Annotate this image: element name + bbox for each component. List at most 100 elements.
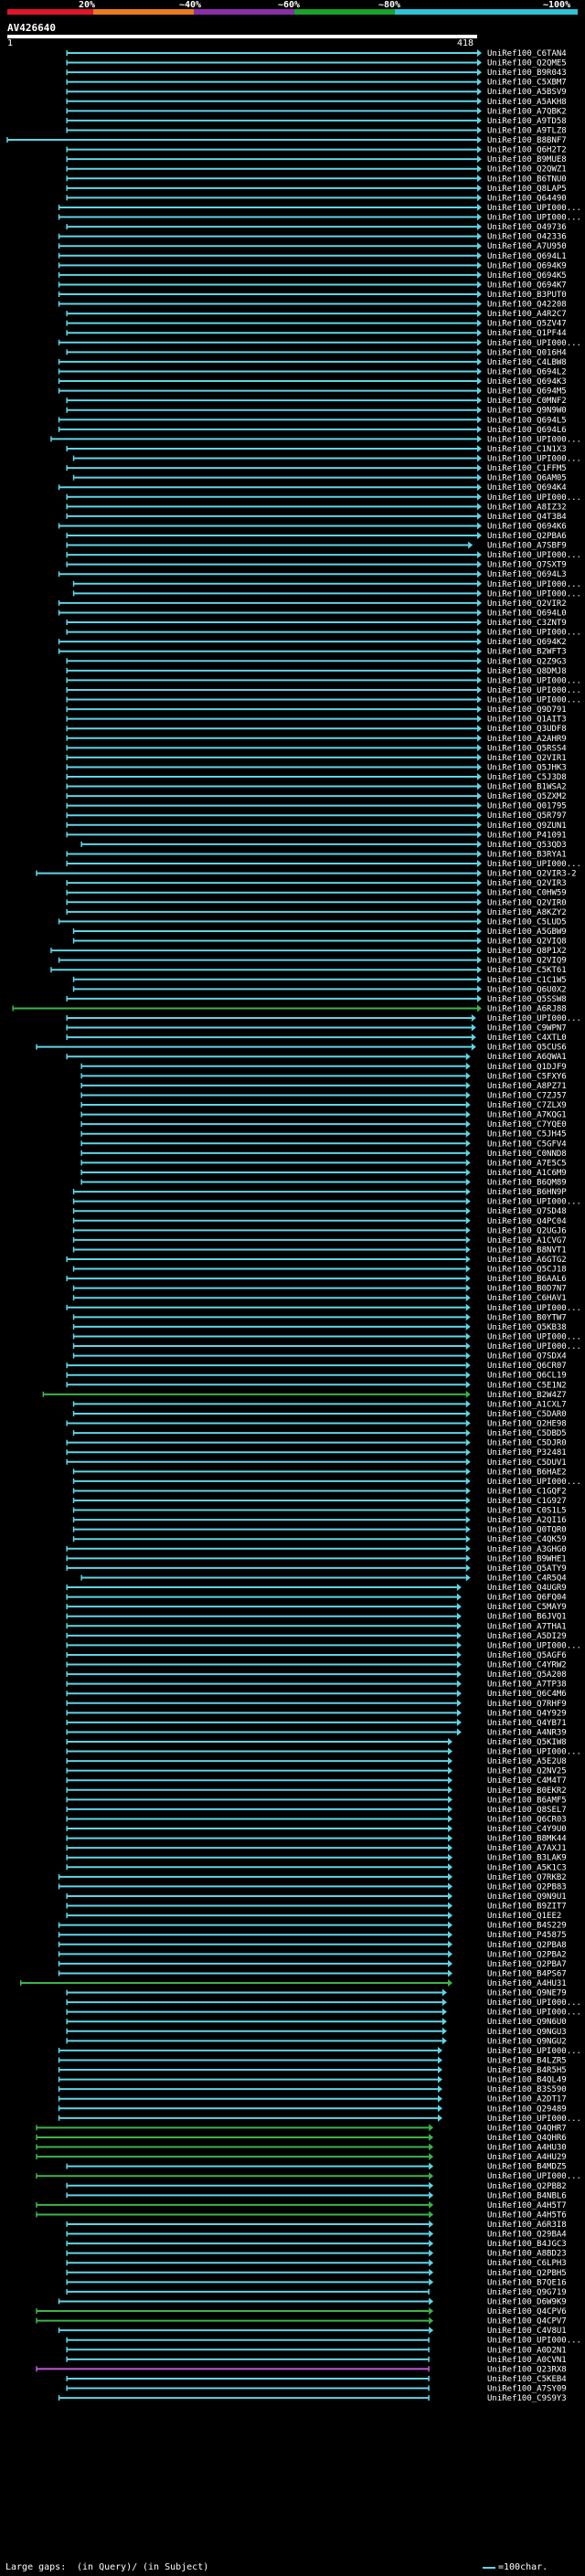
hit-row[interactable]: UniRef100_Q5AGF6 — [66, 1650, 567, 1660]
hit-row[interactable]: UniRef100_Q9G719 — [66, 2288, 567, 2297]
hit-row[interactable]: UniRef100_A7SY09 — [66, 2385, 567, 2394]
hit-label[interactable]: UniRef100_A2AHR9 — [487, 735, 567, 744]
hit-row[interactable]: UniRef100_UPI000... — [72, 1342, 581, 1352]
hit-label[interactable]: UniRef100_C5FXY6 — [487, 1072, 567, 1081]
hit-label[interactable]: UniRef100_Q4PC04 — [487, 1217, 567, 1226]
hit-row[interactable]: UniRef100_A0CVN1 — [66, 2356, 567, 2365]
hit-row[interactable]: UniRef100_UPI000... — [72, 1332, 581, 1341]
hit-label[interactable]: UniRef100_B4S229 — [487, 1922, 567, 1931]
hit-label[interactable]: UniRef100_C5DAR0 — [487, 1410, 567, 1419]
hit-label[interactable]: UniRef100_B4PS67 — [487, 1969, 567, 1978]
hit-label[interactable]: UniRef100_C5KEB4 — [487, 2375, 567, 2384]
hit-label[interactable]: UniRef100_C5LUD5 — [487, 917, 567, 927]
hit-label[interactable]: UniRef100_Q2PB83 — [487, 1882, 567, 1892]
hit-row[interactable]: UniRef100_A7SBF9 — [66, 541, 567, 551]
hit-label[interactable]: UniRef100_P32481 — [487, 1448, 567, 1458]
hit-label[interactable]: UniRef100_Q42208 — [487, 301, 567, 310]
hit-row[interactable]: UniRef100_Q2QWZ1 — [66, 164, 567, 175]
hit-row[interactable]: UniRef100_UPI000... — [66, 551, 581, 560]
hit-row[interactable]: UniRef100_B2WFT3 — [58, 647, 567, 657]
hit-row[interactable]: UniRef100_Q2PBA8 — [58, 1940, 567, 1950]
hit-row[interactable]: UniRef100_Q6CR07 — [66, 1362, 567, 1371]
hit-row[interactable]: UniRef100_Q694L3 — [58, 570, 567, 579]
hit-label[interactable]: UniRef100_A6R3I8 — [487, 2221, 567, 2230]
hit-label[interactable]: UniRef100_UPI000... — [487, 580, 581, 589]
hit-row[interactable]: UniRef100_Q016H4 — [66, 348, 567, 357]
hit-label[interactable]: UniRef100_Q6CR07 — [487, 1362, 567, 1371]
hit-label[interactable]: UniRef100_Q7RHF9 — [487, 1700, 567, 1709]
hit-label[interactable]: UniRef100_C5DJR0 — [487, 1439, 567, 1448]
hit-label[interactable]: UniRef100_Q694L5 — [487, 416, 567, 425]
hit-row[interactable]: UniRef100_A6GTG2 — [66, 1256, 567, 1265]
hit-row[interactable]: UniRef100_Q2QME5 — [66, 58, 567, 69]
hit-label[interactable]: UniRef100_UPI000... — [487, 2115, 581, 2124]
hit-label[interactable]: UniRef100_B9MUE8 — [487, 155, 567, 164]
hit-label[interactable]: UniRef100_A1CXL7 — [487, 1400, 567, 1409]
hit-row[interactable]: UniRef100_C5XBM7 — [66, 78, 567, 88]
hit-label[interactable]: UniRef100_A4H5T7 — [487, 2201, 567, 2210]
hit-row[interactable]: UniRef100_B4S229 — [58, 1921, 567, 1931]
hit-label[interactable]: UniRef100_Q694L6 — [487, 426, 567, 435]
hit-row[interactable]: UniRef100_Q5R797 — [66, 811, 567, 821]
hit-row[interactable]: UniRef100_B6HAE2 — [72, 1468, 567, 1477]
hit-row[interactable]: UniRef100_C0HW59 — [66, 888, 567, 898]
hit-row[interactable]: UniRef100_C0NND8 — [80, 1149, 567, 1159]
hit-row[interactable]: UniRef100_Q2VIR0 — [66, 898, 567, 907]
hit-row[interactable]: UniRef100_B4QL49 — [58, 2075, 567, 2085]
hit-label[interactable]: UniRef100_C5GFV4 — [487, 1140, 567, 1149]
hit-label[interactable]: UniRef100_C7YQE0 — [487, 1120, 567, 1129]
hit-row[interactable]: UniRef100_B0YTW7 — [72, 1313, 567, 1322]
hit-row[interactable]: UniRef100_B4NBL6 — [66, 2191, 567, 2200]
hit-label[interactable]: UniRef100_Q3UDF8 — [487, 725, 567, 734]
hit-row[interactable]: UniRef100_B2W4Z7 — [42, 1390, 567, 1400]
hit-label[interactable]: UniRef100_Q8P1X2 — [487, 947, 567, 956]
hit-label[interactable]: UniRef100_A4NR39 — [487, 1728, 567, 1737]
hit-row[interactable]: UniRef100_UPI000... — [72, 589, 581, 599]
hit-label[interactable]: UniRef100_UPI000... — [487, 493, 581, 503]
hit-label[interactable]: UniRef100_Q694K2 — [487, 638, 567, 647]
hit-label[interactable]: UniRef100_UPI000... — [487, 686, 581, 695]
hit-label[interactable]: UniRef100_Q5ZXM2 — [487, 792, 567, 801]
hit-row[interactable]: UniRef100_Q694L2 — [58, 367, 567, 376]
hit-label[interactable]: UniRef100_Q6CR03 — [487, 1815, 567, 1824]
hit-row[interactable]: UniRef100_Q9NGU3 — [66, 2027, 567, 2037]
hit-row[interactable]: UniRef100_A8IZ32 — [66, 503, 567, 512]
hit-row[interactable]: UniRef100_Q1PF44 — [66, 329, 567, 338]
hit-row[interactable]: UniRef100_Q7SD48 — [72, 1207, 567, 1216]
hit-row[interactable]: UniRef100_A5GBW9 — [72, 927, 567, 937]
hit-label[interactable]: UniRef100_B3S590 — [487, 2085, 567, 2094]
hit-label[interactable]: UniRef100_Q8SEL7 — [487, 1806, 567, 1815]
hit-row[interactable]: UniRef100_Q8SEL7 — [66, 1805, 567, 1815]
hit-label[interactable]: UniRef100_Q5KIW8 — [487, 1738, 567, 1747]
hit-label[interactable]: UniRef100_C3ZNT9 — [487, 619, 567, 628]
hit-label[interactable]: UniRef100_Q694K9 — [487, 261, 567, 270]
hit-row[interactable]: UniRef100_Q4CPV6 — [36, 2307, 567, 2316]
hit-label[interactable]: UniRef100_C6HAV1 — [487, 1294, 567, 1303]
hit-row[interactable]: UniRef100_Q9D791 — [66, 705, 567, 715]
hit-label[interactable]: UniRef100_C0HW59 — [487, 889, 567, 898]
hit-label[interactable]: UniRef100_Q7SDX4 — [487, 1352, 567, 1362]
hit-label[interactable]: UniRef100_Q2PBA6 — [487, 532, 567, 541]
hit-label[interactable]: UniRef100_B4R5H5 — [487, 2066, 567, 2075]
hit-row[interactable]: UniRef100_B9MUE8 — [66, 155, 567, 164]
hit-label[interactable]: UniRef100_UPI000... — [487, 1748, 581, 1757]
hit-row[interactable]: UniRef100_B7QE16 — [66, 2278, 567, 2287]
hit-row[interactable]: UniRef100_C5DUV1 — [66, 1458, 567, 1468]
hit-row[interactable]: UniRef100_A4HU31 — [20, 1979, 567, 1988]
hit-label[interactable]: UniRef100_C0MNF2 — [487, 397, 567, 406]
hit-row[interactable]: UniRef100_Q4YB71 — [66, 1718, 567, 1728]
hit-row[interactable]: UniRef100_C5KEB4 — [66, 2375, 567, 2384]
hit-label[interactable]: UniRef100_A5E2U8 — [487, 1757, 567, 1766]
hit-row[interactable]: UniRef100_C1G927 — [72, 1497, 567, 1506]
hit-label[interactable]: UniRef100_Q6FQ04 — [487, 1594, 567, 1603]
hit-label[interactable]: UniRef100_Q694K3 — [487, 377, 567, 387]
hit-label[interactable]: UniRef100_Q4CPV7 — [487, 2317, 567, 2327]
hit-row[interactable]: UniRef100_Q9N6U0 — [66, 2018, 567, 2027]
hit-row[interactable]: UniRef100_B6AMF5 — [66, 1796, 567, 1805]
hit-label[interactable]: UniRef100_A7TP38 — [487, 1680, 567, 1690]
hit-row[interactable]: UniRef100_Q9NGU2 — [66, 2037, 567, 2046]
hit-label[interactable]: UniRef100_A4HU30 — [487, 2144, 567, 2153]
hit-label[interactable]: UniRef100_UPI000... — [487, 676, 581, 685]
hit-row[interactable]: UniRef100_Q5KB38 — [72, 1322, 567, 1332]
hit-label[interactable]: UniRef100_C1G927 — [487, 1497, 567, 1506]
